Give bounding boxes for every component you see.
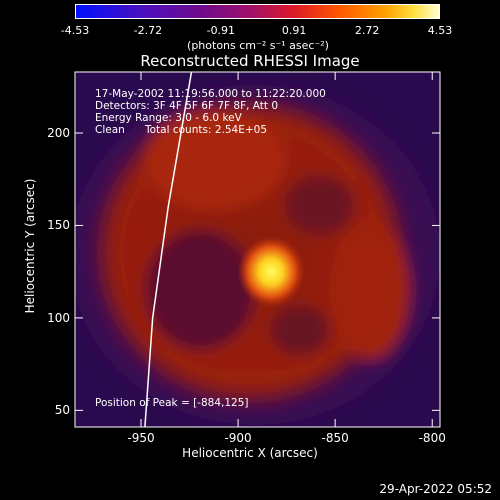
y-axis-label: Heliocentric Y (arcsec)	[23, 178, 37, 314]
colorbar	[75, 4, 440, 19]
axis-ticks	[75, 72, 440, 427]
x-tick-label: -900	[224, 431, 252, 445]
colorbar-tick-label: -0.91	[206, 24, 236, 37]
x-tick-label: -850	[321, 431, 349, 445]
solar-limb-curve	[144, 72, 193, 427]
colorbar-tick-label: 2.72	[354, 24, 380, 37]
y-tick-label: 200	[47, 126, 70, 141]
colorbar-units: (photons cm⁻² s⁻¹ asec⁻²)	[187, 39, 329, 52]
colorbar-tick-label: -4.53	[60, 24, 90, 37]
x-axis-label: Heliocentric X (arcsec)	[182, 446, 318, 460]
colorbar-tick-label: 4.53	[427, 24, 453, 37]
x-tick-label: -950	[127, 431, 155, 445]
peak-source	[237, 235, 306, 308]
chart-title: Reconstructed RHESSI Image	[140, 52, 360, 70]
y-tick-label: 50	[54, 403, 70, 418]
plot-timestamp: 29-Apr-2022 05:52	[379, 482, 492, 496]
total-counts-label: Total counts: 2.54E+05	[145, 124, 268, 136]
detectors-label: Detectors: 3F 4F 5F 6F 7F 8F, Att 0	[95, 100, 279, 112]
energy-range-label: Energy Range: 3.0 - 6.0 keV	[95, 112, 242, 124]
colorbar-tick-label: -2.72	[133, 24, 163, 37]
peak-position-label: Position of Peak = [-884,125]	[95, 397, 249, 409]
plot-frame	[74, 71, 441, 428]
time-range-label: 17-May-2002 11:19:56.000 to 11:22:20.000	[95, 88, 326, 100]
y-tick-label: 100	[47, 310, 70, 325]
colorbar-tick-label: 0.91	[281, 24, 307, 37]
method-label: Clean	[95, 124, 125, 136]
y-tick-label: 150	[47, 218, 70, 233]
x-tick-label: -800	[418, 431, 446, 445]
